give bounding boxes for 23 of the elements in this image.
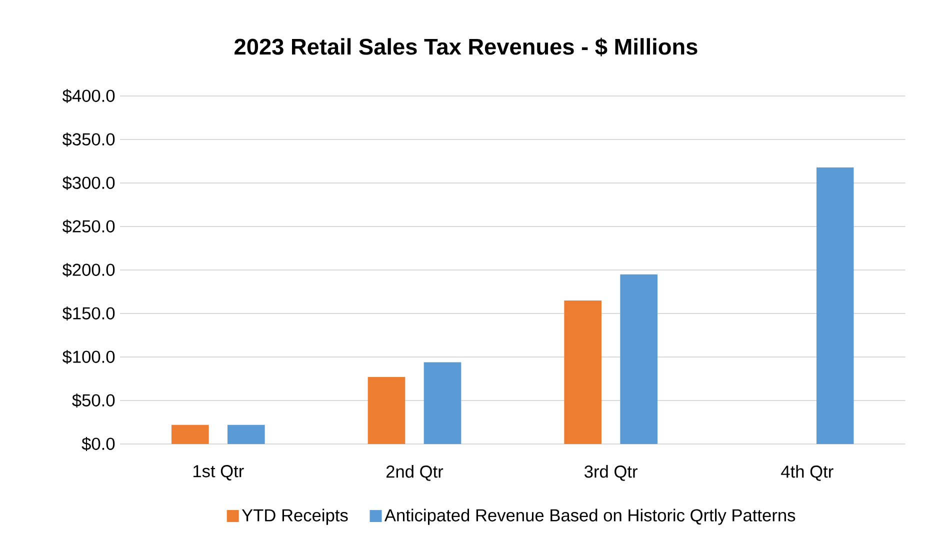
bar: [228, 424, 265, 444]
chart-title: 2023 Retail Sales Tax Revenues - $ Millions: [234, 38, 698, 56]
bar: [172, 424, 209, 444]
bar: [368, 376, 406, 444]
legend-label: Anticipated Revenue Based on Historic Qrtly Patterns: [384, 508, 796, 525]
legend-label: YTD Receipts: [242, 508, 348, 525]
y-tick-label: $250.0: [62, 219, 115, 234]
y-tick-label: $50.0: [72, 393, 115, 408]
bar: [424, 362, 462, 444]
y-tick-label: $350.0: [62, 132, 115, 146]
y-tick-label: $0.0: [82, 436, 115, 451]
bar: [620, 274, 658, 444]
y-tick-label: $150.0: [62, 306, 115, 320]
bar: [564, 300, 602, 444]
y-tick-label: $200.0: [62, 262, 115, 277]
bar: [816, 167, 854, 444]
y-tick-label: $100.0: [62, 350, 115, 364]
x-tick-label: 3rd Qtr: [584, 465, 638, 481]
y-tick-label: $400.0: [62, 88, 115, 103]
x-tick-label: 4th Qtr: [781, 465, 834, 481]
y-tick-label: $300.0: [62, 176, 115, 190]
x-tick-label: 1st Qtr: [193, 465, 244, 480]
x-tick-label: 2nd Qtr: [386, 465, 444, 481]
